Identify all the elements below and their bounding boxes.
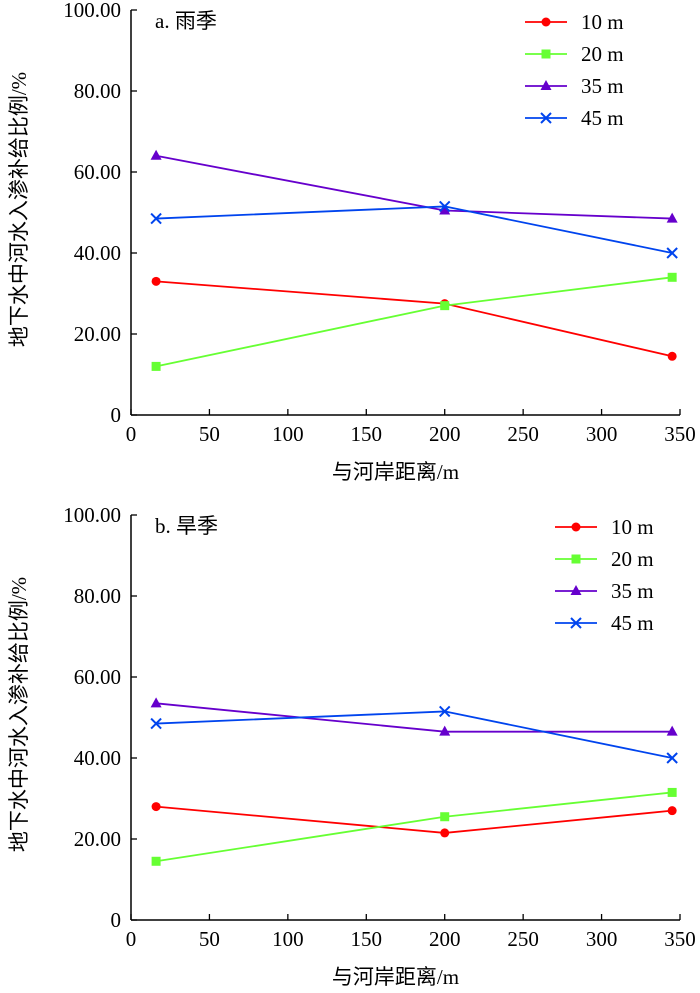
- y-tick-label: 60.00: [74, 665, 121, 689]
- legend-marker: [540, 112, 552, 124]
- data-point: [439, 725, 451, 736]
- series-line: [156, 205, 673, 254]
- y-axis-label: 地下水中河水入渗补给比例/%: [7, 72, 31, 347]
- legend-label: 35 m: [581, 74, 624, 98]
- data-point: [151, 361, 161, 371]
- data-point: [151, 802, 161, 812]
- x-tick-label: 300: [586, 927, 618, 951]
- y-tick-label: 60.00: [74, 160, 121, 184]
- data-point: [666, 752, 678, 764]
- x-tick-label: 250: [507, 422, 539, 446]
- series-10m: [151, 802, 677, 838]
- series-line: [155, 276, 673, 368]
- series-line: [156, 805, 673, 834]
- series-line: [156, 280, 673, 358]
- legend: 10 m 20 m 35 m 45 m: [525, 10, 624, 130]
- data-point: [150, 212, 162, 225]
- legend-marker: [571, 522, 581, 532]
- series-45m: [150, 200, 678, 259]
- y-tick-label: 0: [111, 403, 122, 427]
- data-point: [667, 787, 677, 797]
- data-point: [440, 828, 450, 838]
- series-35m: [150, 149, 678, 223]
- series-line: [155, 154, 673, 220]
- legend-label: 45 m: [611, 611, 654, 635]
- series-10m: [151, 276, 677, 361]
- data-point: [666, 212, 678, 223]
- panel-title: a. 雨季: [155, 9, 217, 33]
- data-point: [667, 351, 677, 361]
- legend-label: 10 m: [611, 515, 654, 539]
- legend-label: 10 m: [581, 10, 624, 34]
- panel-b-dry-season: 0 50 100 150 200 250 300 350 0 20.00 40.00 60.00 80.…: [7, 503, 696, 989]
- data-point: [439, 200, 451, 213]
- y-tick-label: 40.00: [74, 746, 121, 770]
- series-45m: [150, 705, 678, 764]
- legend-label: 45 m: [581, 106, 624, 130]
- series-20m: [151, 272, 677, 371]
- data-point: [667, 806, 677, 816]
- legend-marker: [570, 617, 582, 629]
- y-tick-label: 40.00: [74, 241, 121, 265]
- legend-label: 20 m: [581, 42, 624, 66]
- x-tick-label: 200: [429, 927, 461, 951]
- x-tick-label: 300: [586, 422, 618, 446]
- panel-title: b. 旱季: [155, 514, 218, 538]
- x-tick-label: 50: [199, 927, 220, 951]
- legend-marker: [541, 49, 551, 59]
- data-point: [440, 301, 450, 311]
- data-point: [151, 276, 161, 286]
- y-axis-label: 地下水中河水入渗补给比例/%: [7, 577, 31, 852]
- series-line: [155, 791, 673, 863]
- x-axis-label: 与河岸距离/m: [332, 965, 459, 989]
- panel-a-rainy-season: 0 50 100 150 200 250 300 350 0 20.00 40.00 60.00 80.…: [7, 0, 696, 484]
- y-tick-label: 0: [111, 908, 122, 932]
- data-point: [150, 717, 162, 730]
- x-tick-label: 150: [351, 422, 383, 446]
- x-axis-label: 与河岸距离/m: [332, 460, 459, 484]
- series-35m: [150, 697, 678, 736]
- legend-marker: [571, 554, 581, 564]
- x-tick-label: 200: [429, 422, 461, 446]
- y-tick-label: 80.00: [74, 584, 121, 608]
- x-tick-label: 50: [199, 422, 220, 446]
- x-tick-label: 0: [126, 422, 137, 446]
- y-tick-label: 100.00: [63, 0, 121, 22]
- data-point: [440, 812, 450, 822]
- data-point: [667, 272, 677, 282]
- legend-label: 20 m: [611, 547, 654, 571]
- x-tick-label: 0: [126, 927, 137, 951]
- legend-marker: [570, 585, 582, 595]
- data-point: [439, 705, 451, 718]
- y-tick-label: 100.00: [63, 503, 121, 527]
- x-tick-label: 150: [351, 927, 383, 951]
- legend-marker: [540, 80, 552, 90]
- legend-marker: [541, 17, 551, 27]
- series-line: [156, 702, 673, 733]
- y-tick-label: 20.00: [74, 322, 121, 346]
- legend-label: 35 m: [611, 579, 654, 603]
- data-point: [150, 697, 162, 708]
- series-line: [156, 710, 673, 759]
- series-20m: [151, 787, 677, 866]
- x-tick-label: 100: [272, 927, 304, 951]
- x-tick-label: 100: [272, 422, 304, 446]
- y-tick-label: 20.00: [74, 827, 121, 851]
- y-tick-label: 80.00: [74, 79, 121, 103]
- x-tick-label: 350: [664, 422, 696, 446]
- legend: 10 m 20 m 35 m 45 m: [555, 515, 654, 635]
- data-point: [439, 204, 451, 215]
- x-tick-label: 350: [664, 927, 696, 951]
- data-point: [666, 247, 678, 259]
- x-tick-label: 250: [507, 927, 539, 951]
- data-point: [666, 725, 678, 736]
- data-point: [151, 856, 161, 866]
- data-point: [150, 149, 162, 160]
